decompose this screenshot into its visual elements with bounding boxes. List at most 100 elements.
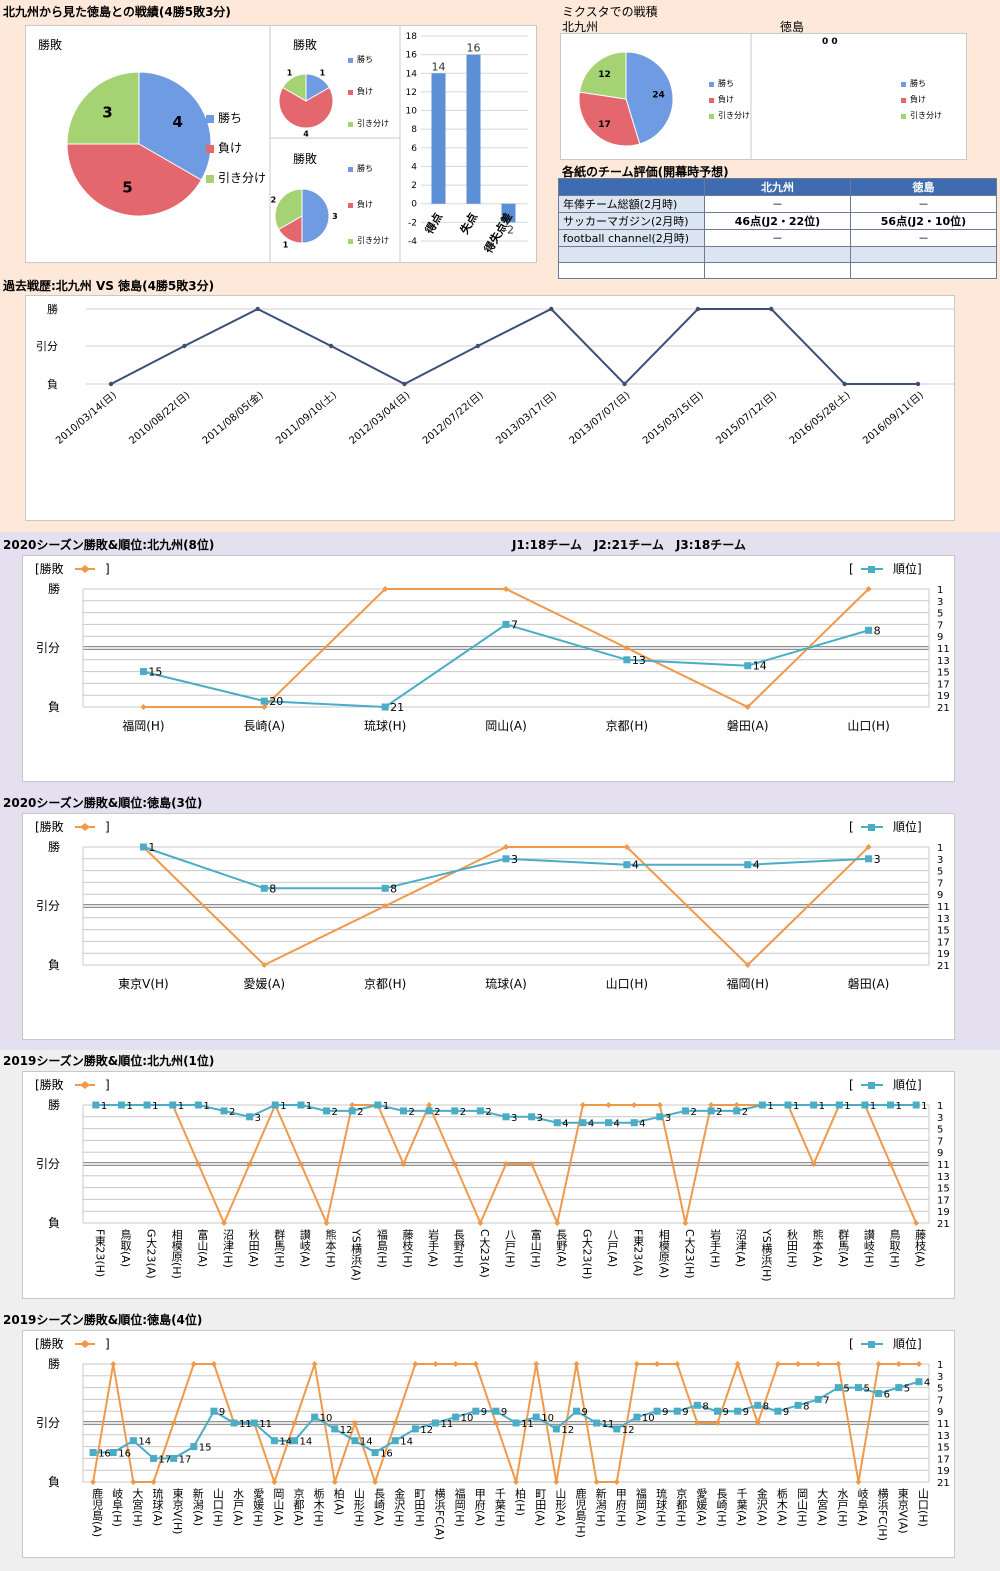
legend-label: 負け — [718, 94, 734, 104]
rank-data-label: 9 — [481, 1407, 487, 1418]
kita2019-panel: 勝引分負 1 3 5 7 9 11 13 15 17 19 21 [勝敗][順位] 1 1 1 1 1 2 3 1 1 2 2… — [22, 1071, 955, 1299]
xtick-label: 富山(H) — [529, 1228, 542, 1268]
history-xtick-label: 2010/03/14(日) — [54, 390, 119, 447]
rank-data-label: 14 — [400, 1437, 413, 1448]
xtick-label: 山形(A) — [554, 1488, 567, 1526]
xtick-label: 千葉(H) — [493, 1488, 506, 1527]
rank-point — [835, 1101, 843, 1109]
xtick-label: 鹿児島(H) — [574, 1487, 587, 1538]
rank-tick-label: 17 — [937, 937, 950, 948]
rank-point — [260, 697, 268, 705]
legend-swatch — [348, 167, 353, 172]
rank-tick-label: 17 — [937, 1454, 950, 1465]
result-point — [754, 1420, 761, 1426]
mixta-pie-data-label: 17 — [598, 120, 611, 130]
xtick-label: 岐阜(A) — [856, 1488, 869, 1526]
history-xtick-label: 2015/07/12(日) — [714, 390, 779, 447]
legend-label: 勝ち — [357, 163, 373, 173]
result-point — [477, 1220, 484, 1226]
rank-data-label: 10 — [461, 1413, 474, 1424]
xtick-label: 横浜FC(A) — [433, 1487, 446, 1540]
rank-point — [271, 1101, 279, 1109]
rank-data-label: 1 — [819, 1101, 825, 1112]
left-legend-label: [勝敗 — [35, 1336, 64, 1351]
result-point — [915, 1361, 922, 1367]
xtick-label: 琉球(H) — [655, 1487, 668, 1527]
rank-data-label: 17 — [179, 1454, 192, 1465]
xtick-label: 京都(H) — [675, 1487, 688, 1527]
evaluation-cell: － — [850, 195, 997, 213]
rank-point — [734, 1407, 742, 1415]
rank-tick-label: 9 — [937, 632, 943, 643]
xtick-label: F東23(H) — [93, 1229, 106, 1277]
rank-point — [260, 884, 268, 892]
xtick-label: 藤枝(A) — [914, 1229, 927, 1267]
bar-ytick-label: -4 — [408, 237, 417, 247]
summary-title: 北九州から見た徳島との戦績(4勝5敗3分) — [3, 5, 231, 19]
result-point — [774, 1361, 781, 1367]
small-pie1-data-label: 1 — [287, 68, 293, 77]
rank-point — [451, 1107, 459, 1115]
result-point — [835, 1361, 842, 1367]
rank-tick-label: 3 — [937, 1372, 943, 1383]
left-legend-bracket: ] — [105, 1337, 110, 1351]
rank-tick-label: 21 — [937, 1478, 950, 1489]
xtick-label: 沼津(A) — [734, 1228, 747, 1267]
small-pie1-data-label: 1 — [320, 68, 326, 77]
rank-data-label: 1 — [921, 1101, 927, 1112]
right-legend-label: 順位] — [893, 1336, 922, 1351]
rank-point — [143, 1101, 151, 1109]
rank-tick-label: 13 — [937, 914, 950, 925]
xtick-label: 山口(H) — [211, 1488, 224, 1527]
small-pie2-slice — [274, 188, 303, 231]
rank-point — [865, 855, 873, 863]
mixta-title: ミクスタでの戦積 — [562, 5, 658, 19]
xtick-label: 大宮(H) — [131, 1487, 144, 1527]
kita2019-title: 2019シーズン勝敗&順位:北九州(1位) — [3, 1054, 215, 1068]
rank-point — [210, 1407, 218, 1415]
result-point — [875, 1361, 882, 1367]
evaluation-cell — [850, 246, 997, 263]
mixta-pie-slice — [625, 51, 674, 145]
rank-point — [230, 1419, 238, 1427]
rank-data-label: 5 — [843, 1384, 849, 1395]
result-tick-label: 勝 — [48, 581, 60, 596]
result-point — [865, 844, 872, 850]
evaluation-header-cell: 北九州 — [704, 178, 851, 196]
result-point — [190, 1361, 197, 1367]
rank-point — [139, 843, 147, 851]
rank-data-label: 2 — [357, 1107, 363, 1118]
xtick-label: 秋田(A) — [247, 1228, 260, 1267]
evaluation-header-cell — [558, 178, 705, 196]
rank-data-label: 12 — [340, 1425, 353, 1436]
rank-data-label: 8 — [269, 882, 276, 895]
rank-point — [139, 668, 147, 676]
result-point — [674, 1361, 681, 1367]
xtick-label: 相模原(H) — [170, 1229, 183, 1279]
rank-point — [794, 1401, 802, 1409]
rank-tick-label: 15 — [937, 668, 950, 679]
result-point — [605, 1102, 612, 1108]
xtick-label: 群馬(A) — [837, 1228, 850, 1267]
history-point — [915, 381, 921, 387]
rank-point — [855, 1384, 862, 1392]
result-tick-label: 負 — [48, 1475, 60, 1489]
result-point — [513, 1479, 520, 1485]
rank-tick-label: 1 — [937, 843, 943, 854]
rank-point — [875, 1390, 883, 1397]
xtick-label: 愛媛(A) — [695, 1488, 708, 1526]
legend-label: 引き分け — [357, 236, 389, 245]
result-tick-label: 引分 — [36, 899, 60, 913]
rank-point — [623, 656, 631, 664]
legend-label: 引き分け — [357, 119, 389, 128]
rank-point — [774, 1407, 782, 1415]
legend-swatch — [348, 58, 353, 63]
rank-point — [351, 1437, 359, 1445]
bar — [431, 73, 446, 204]
rank-point — [605, 1119, 613, 1127]
result-point — [554, 1220, 561, 1226]
rank-point — [89, 1449, 97, 1456]
rank-point — [814, 1395, 822, 1403]
rank-data-label: 3 — [255, 1113, 261, 1124]
rank-point — [371, 1449, 379, 1456]
